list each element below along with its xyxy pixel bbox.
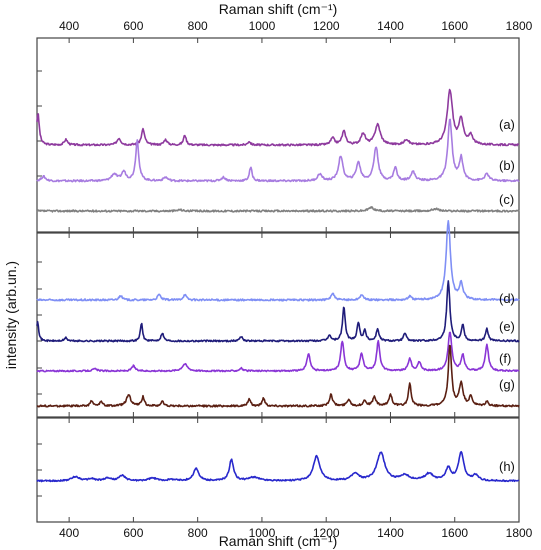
- series-line-b: [36, 118, 520, 183]
- x-tick-label-bottom: 600: [123, 526, 143, 540]
- x-tick-label-top: 1200: [313, 19, 340, 33]
- x-tick-label-bottom: 800: [188, 526, 208, 540]
- series-line-d: [36, 220, 520, 302]
- panels: [36, 37, 520, 523]
- x-axis-title-bottom: Raman shift (cm⁻¹): [219, 533, 338, 549]
- series-line-g: [36, 344, 520, 408]
- x-tick-label-bottom: 400: [59, 526, 79, 540]
- series-label-f: (f): [499, 351, 511, 366]
- panel-1-frame: [36, 37, 520, 233]
- x-tick-label-top: 400: [59, 19, 79, 33]
- series-label-e: (e): [499, 319, 515, 334]
- series-labels: (a) (b) (c) (d) (e) (f) (g) (h): [499, 117, 515, 474]
- x-tick-label-bottom: 1200: [313, 526, 340, 540]
- x-tick-label-bottom: 1800: [506, 526, 533, 540]
- x-tick-label-top: 1800: [506, 19, 533, 33]
- x-tick-label-top: 800: [188, 19, 208, 33]
- x-axis-title-top: Raman shift (cm⁻¹): [219, 1, 338, 17]
- series-label-a: (a): [499, 117, 515, 132]
- series-line-e: [36, 280, 520, 343]
- series-group: [36, 88, 520, 483]
- series-label-h: (h): [499, 459, 515, 474]
- series-line-f: [36, 331, 520, 373]
- x-tick-label-bottom: 1400: [377, 526, 404, 540]
- x-ticks: 400 400 600 600 800 800 1000 1000 1200 1200 1400 14…: [59, 19, 533, 540]
- series-line-c: [36, 206, 520, 213]
- x-tick-label-bottom: 1600: [441, 526, 468, 540]
- series-line-a: [36, 88, 520, 147]
- series-label-b: (b): [499, 158, 515, 173]
- series-label-d: (d): [499, 291, 515, 306]
- x-tick-label-top: 1400: [377, 19, 404, 33]
- x-tick-label-top: 1000: [249, 19, 276, 33]
- series-line-h: [36, 450, 520, 483]
- series-label-g: (g): [499, 377, 515, 392]
- x-tick-label-top: 1600: [441, 19, 468, 33]
- series-label-c: (c): [499, 192, 514, 207]
- y-axis-title: intensity (arb.un.): [3, 261, 19, 369]
- x-tick-label-top: 600: [123, 19, 143, 33]
- x-tick-label-bottom: 1000: [249, 526, 276, 540]
